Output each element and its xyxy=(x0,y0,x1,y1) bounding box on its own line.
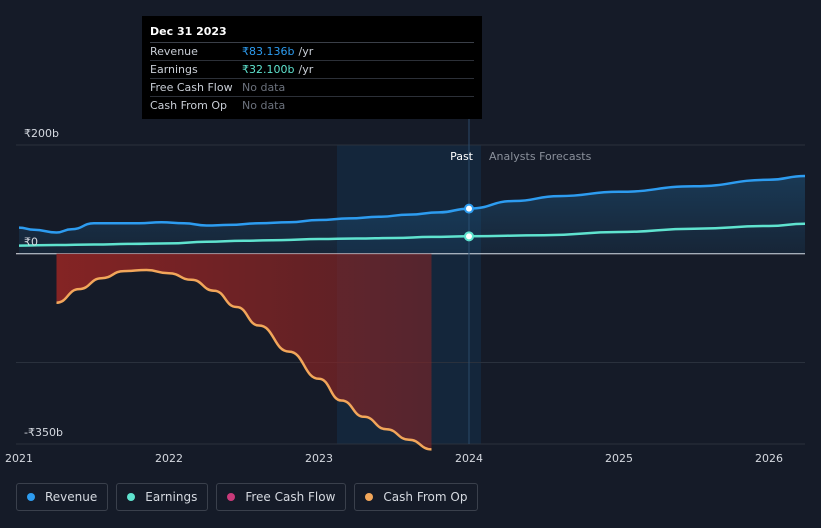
chart-legend: Revenue Earnings Free Cash Flow Cash Fro… xyxy=(16,483,479,511)
legend-dot-icon xyxy=(365,493,374,501)
cash-from-op-area xyxy=(56,253,432,450)
tooltip-row-cash-from-op: Cash From Op No data xyxy=(150,97,474,114)
x-tick-label: 2023 xyxy=(305,452,333,465)
hover-tooltip: Dec 31 2023 Revenue ₹83.136b /yr Earning… xyxy=(142,16,482,119)
y-tick-label: ₹200b xyxy=(24,127,59,140)
tooltip-label: Free Cash Flow xyxy=(150,81,233,94)
x-tick-label: 2021 xyxy=(5,452,33,465)
tooltip-row-revenue: Revenue ₹83.136b /yr xyxy=(150,43,474,61)
x-tick-label: 2022 xyxy=(155,452,183,465)
legend-item-earnings[interactable]: Earnings xyxy=(116,483,209,511)
x-tick-label: 2026 xyxy=(755,452,783,465)
tooltip-unit: /yr xyxy=(298,63,314,76)
tooltip-row-earnings: Earnings ₹32.100b /yr xyxy=(150,61,474,79)
legend-dot-icon xyxy=(27,493,35,501)
tooltip-row-free-cash-flow: Free Cash Flow No data xyxy=(150,79,474,97)
forecast-label: Analysts Forecasts xyxy=(489,150,592,163)
marker-dots xyxy=(464,203,474,242)
legend-label: Earnings xyxy=(145,490,198,504)
series-areas xyxy=(19,176,805,450)
earnings-line xyxy=(18,222,806,247)
legend-dot-icon xyxy=(127,493,136,501)
tooltip-unit: /yr xyxy=(298,45,314,58)
tooltip-label: Earnings xyxy=(150,63,198,76)
cash-from-op-line xyxy=(56,268,432,451)
tooltip-date: Dec 31 2023 xyxy=(150,22,474,43)
legend-dot-icon xyxy=(227,493,236,501)
tooltip-value: ₹32.100b xyxy=(242,63,295,76)
legend-item-revenue[interactable]: Revenue xyxy=(16,483,109,511)
past-label: Past xyxy=(450,150,474,163)
x-tick-label: 2025 xyxy=(605,452,633,465)
tooltip-label: Revenue xyxy=(150,45,198,58)
legend-label: Cash From Op xyxy=(383,490,468,504)
x-tick-label: 2024 xyxy=(455,452,483,465)
tooltip-value: ₹83.136b xyxy=(242,45,295,58)
axis-labels: ₹200b ₹0 -₹350b 2021 2022 2023 2024 2025 2026 xyxy=(5,127,783,465)
revenue-marker xyxy=(464,203,474,214)
revenue-line xyxy=(18,174,806,234)
earnings-marker xyxy=(464,231,474,242)
tooltip-value: No data xyxy=(242,81,286,94)
legend-label: Revenue xyxy=(45,490,98,504)
legend-item-free-cash-flow[interactable]: Free Cash Flow xyxy=(216,483,347,511)
tooltip-value: No data xyxy=(242,99,286,112)
legend-item-cash-from-op[interactable]: Cash From Op xyxy=(354,483,479,511)
series-lines xyxy=(18,174,806,451)
legend-label: Free Cash Flow xyxy=(245,490,336,504)
tooltip-label: Cash From Op xyxy=(150,99,228,112)
y-tick-label: ₹0 xyxy=(24,236,38,249)
y-tick-label: -₹350b xyxy=(24,426,63,439)
